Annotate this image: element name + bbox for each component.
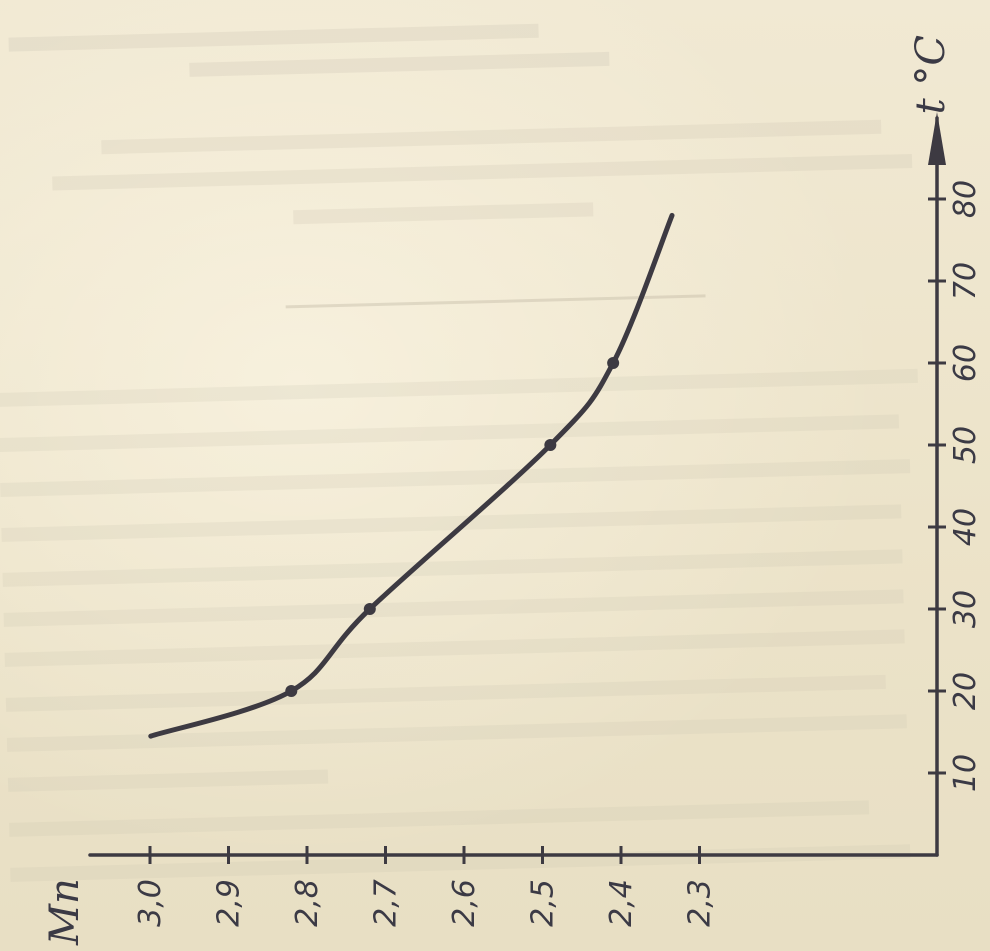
y-tick-label: 2,6	[447, 879, 482, 927]
x-tick-label: 80	[948, 180, 983, 218]
data-markers	[285, 357, 620, 697]
x-tick-label: 60	[948, 344, 983, 382]
y-axis-title: Mn	[42, 878, 88, 946]
data-point	[363, 603, 376, 615]
data-point	[285, 685, 298, 697]
data-curve	[148, 212, 675, 739]
data-point	[607, 357, 620, 369]
y-tick-label: 2,9	[212, 879, 247, 927]
data-point	[544, 439, 557, 451]
x-tick-label: 50	[948, 426, 983, 464]
x-axis-title: t °C	[908, 35, 954, 114]
x-tick-label: 10	[948, 754, 983, 792]
x-ticks: 10 20 30 40 50 60 70 80	[928, 180, 983, 792]
axes	[88, 112, 946, 857]
y-tick-label: 2,3	[683, 879, 718, 927]
y-tick-label: 2,7	[369, 879, 404, 927]
x-tick-label: 30	[948, 590, 983, 628]
y-tick-label: 2,5	[526, 879, 561, 927]
y-tick-label: 2,4	[604, 879, 639, 927]
x-axis-arrow	[928, 112, 946, 165]
y-tick-label: 3,0	[133, 879, 168, 927]
x-tick-label: 40	[948, 508, 983, 546]
y-tick-label: 2,8	[290, 879, 325, 927]
bleed-through-text	[0, 23, 918, 882]
y-ticks: 3,0 2,9 2,8 2,7 2,6 2,5 2,4 2,3	[133, 846, 718, 927]
x-tick-label: 70	[948, 262, 983, 300]
x-tick-label: 20	[948, 672, 983, 710]
